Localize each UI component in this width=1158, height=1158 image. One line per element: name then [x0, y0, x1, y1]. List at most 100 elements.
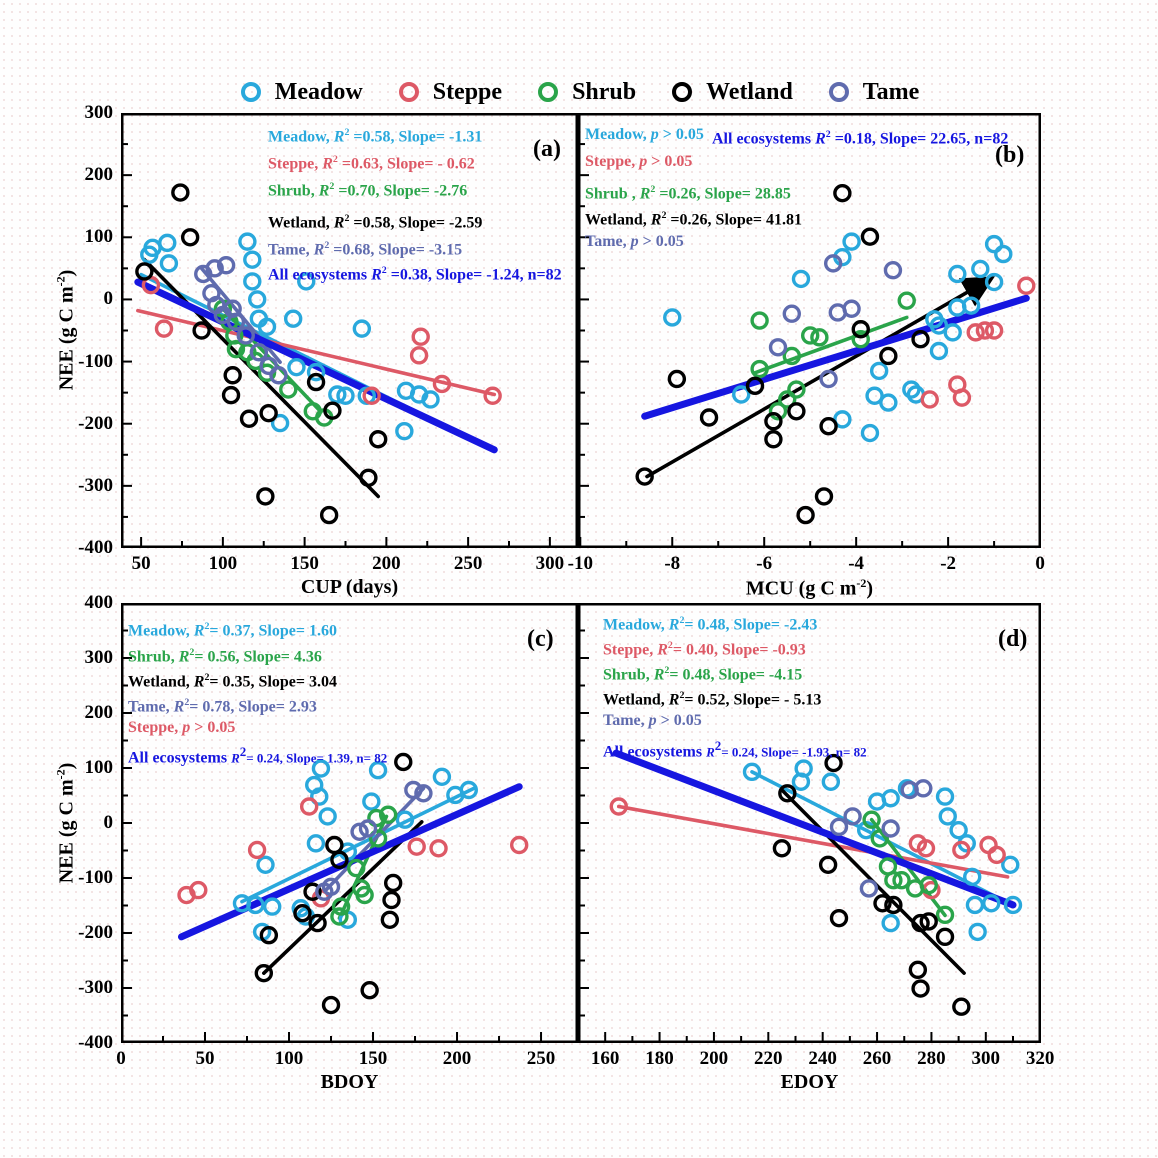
scatter-point-meadow	[935, 787, 955, 806]
scatter-point-tame	[881, 819, 900, 838]
regression-line-meadow	[240, 786, 476, 904]
text-segment: BDOY	[320, 1071, 379, 1093]
x-tick-label: 250	[526, 1048, 556, 1069]
scatter-point-meadow	[287, 357, 306, 377]
stat-annotation: Steppe, p > 0.05	[585, 153, 692, 171]
text-segment: = 0.78, Slope= 2.93	[189, 698, 317, 716]
scatter-point-tame	[249, 343, 269, 362]
text-segment: Steppe,	[603, 641, 658, 659]
scatter-point-meadow	[929, 341, 949, 361]
scatter-point-meadow	[881, 789, 900, 808]
scatter-point-steppe	[409, 346, 429, 365]
text-segment: 2	[381, 265, 387, 276]
scatter-point-wetland	[330, 850, 349, 870]
scatter-point-wetland	[303, 882, 322, 901]
text-segment: (c)	[527, 626, 554, 652]
x-tick-label: 100	[208, 553, 238, 574]
panel-frame	[121, 113, 578, 548]
x-tick-label: 160	[590, 1048, 620, 1069]
scatter-point-tame	[829, 817, 849, 837]
x-tick-label: -8	[664, 553, 681, 574]
scatter-point-shrub	[368, 829, 388, 848]
x-tick-label: -6	[756, 553, 773, 574]
scatter-point-meadow	[879, 393, 898, 412]
scatter-point-steppe	[920, 390, 939, 409]
scatter-point-meadow	[663, 308, 682, 327]
scatter-point-wetland	[824, 753, 843, 773]
text-segment: =0.26, Slope= 28.85	[655, 185, 791, 203]
scatter-point-tame	[269, 366, 288, 385]
legend-item-tame: Tame	[827, 79, 919, 106]
scatter-point-tame	[350, 822, 369, 842]
scatter-point-shrub	[800, 326, 820, 345]
scatter-point-meadow	[791, 269, 811, 289]
text-segment: )	[55, 269, 78, 277]
scatter-point-steppe	[429, 839, 448, 858]
scatter-point-meadow	[961, 296, 981, 315]
text-segment: p	[648, 712, 657, 729]
legend-label: Steppe	[432, 78, 503, 105]
text-segment: Steppe,	[128, 719, 183, 736]
scatter-point-meadow	[791, 772, 811, 791]
scatter-point-steppe	[299, 797, 319, 816]
scatter-point-tame	[259, 356, 278, 376]
scatter-point-wetland	[254, 963, 274, 983]
text-segment: R	[193, 622, 205, 640]
text-segment: )	[55, 762, 78, 770]
text-segment: p	[639, 153, 648, 170]
x-tick-label: 200	[372, 553, 401, 574]
scatter-point-wetland	[368, 430, 388, 449]
panel-b	[578, 113, 1041, 548]
scatter-point-shrub	[279, 380, 298, 399]
x-tick-label: 180	[645, 1048, 674, 1069]
text-segment: Meadow,	[603, 616, 669, 634]
text-segment: Wetland,	[603, 691, 669, 709]
scatter-point-steppe	[189, 880, 208, 900]
legend-label: Wetland	[706, 78, 793, 105]
scatter-point-wetland	[192, 321, 211, 340]
scatter-point-steppe	[247, 840, 267, 860]
x-tick-label: -4	[848, 553, 865, 574]
text-segment: R	[639, 185, 651, 203]
text-segment: 2	[184, 697, 190, 708]
scatter-point-meadow	[984, 234, 1004, 254]
scatter-point-tame	[226, 312, 246, 332]
scatter-point-meadow	[159, 254, 179, 273]
y-tick-label: -100	[78, 350, 113, 372]
text-segment: -2	[53, 769, 68, 780]
stat-annotation: Wetland, R2= 0.52, Slope= - 5.13	[603, 687, 821, 709]
scatter-point-wetland	[325, 835, 344, 855]
scatter-point-shrub	[768, 402, 788, 421]
x-tick-label: 50	[131, 553, 151, 574]
stat-annotation: Wetland, R2 =0.58, Slope= -2.59	[268, 210, 482, 232]
x-axis-title-c: BDOY	[121, 1071, 578, 1094]
scatter-point-shrub	[750, 311, 769, 330]
regression-line-steppe	[616, 804, 1010, 879]
text-segment: NEE (g C m	[55, 286, 78, 391]
scatter-point-wetland	[359, 468, 378, 487]
x-tick-label: 50	[195, 1048, 215, 1069]
text-segment: R	[706, 744, 715, 760]
text-segment: Wetland,	[128, 673, 194, 691]
scatter-point-shrub	[892, 871, 911, 890]
panel-a	[121, 113, 578, 548]
stat-annotation: Steppe, R2 =0.63, Slope= - 0.62	[268, 151, 475, 173]
text-segment: 2	[324, 240, 330, 251]
scatter-point-meadow	[1003, 895, 1023, 915]
text-segment: = 0.24, Slope= -1.93, n= 82	[721, 744, 867, 760]
y-tick-label: 200	[84, 702, 114, 723]
y-tick-label: -200	[78, 412, 113, 434]
text-segment: p	[650, 126, 659, 143]
y-tick-label: 0	[103, 812, 114, 833]
scatter-point-wetland	[383, 873, 403, 893]
x-tick-label: 300	[971, 1048, 1001, 1069]
scatter-point-wetland	[259, 403, 278, 423]
scatter-point-meadow	[238, 232, 257, 251]
scatter-point-shrub	[919, 875, 938, 895]
y-tick-label: 200	[84, 164, 114, 186]
x-axis-title-d: EDOY	[578, 1071, 1041, 1094]
scatter-point-shrub	[378, 805, 398, 824]
scatter-point-shrub	[330, 907, 349, 926]
text-segment: R	[173, 698, 185, 716]
scatter-point-meadow	[821, 772, 841, 791]
